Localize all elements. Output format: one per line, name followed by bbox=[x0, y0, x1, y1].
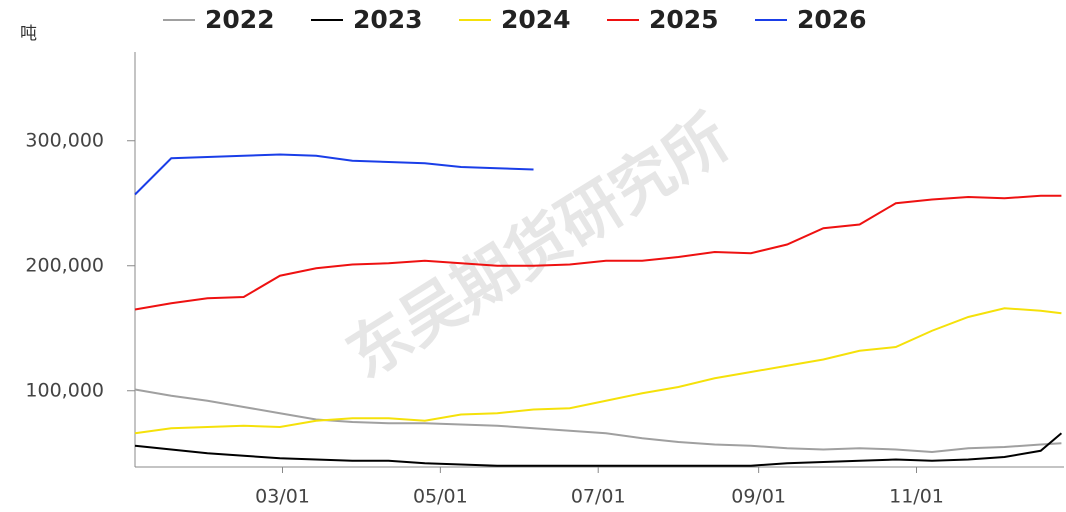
x-tick-label: 09/01 bbox=[731, 486, 786, 508]
unit-label: 吨 bbox=[20, 24, 37, 44]
y-tick-label: 100,000 bbox=[25, 379, 104, 401]
series-line bbox=[134, 432, 1063, 467]
legend-label: 2024 bbox=[501, 5, 571, 34]
series-line bbox=[134, 388, 1062, 454]
series-line bbox=[134, 194, 1062, 311]
legend-label: 2025 bbox=[649, 5, 719, 34]
series-line bbox=[134, 153, 534, 196]
y-tick-label: 300,000 bbox=[25, 129, 104, 151]
y-tick-label: 200,000 bbox=[25, 254, 104, 276]
watermark: 东吴期货研究所 bbox=[334, 100, 741, 392]
legend-label: 2023 bbox=[353, 5, 423, 34]
legend-label: 2026 bbox=[797, 5, 867, 34]
legend-label: 2022 bbox=[205, 5, 275, 34]
x-tick-label: 11/01 bbox=[889, 486, 944, 508]
x-tick-label: 05/01 bbox=[413, 486, 468, 508]
x-tick-label: 07/01 bbox=[571, 486, 626, 508]
series-line bbox=[134, 307, 1062, 435]
x-tick-label: 03/01 bbox=[255, 486, 310, 508]
